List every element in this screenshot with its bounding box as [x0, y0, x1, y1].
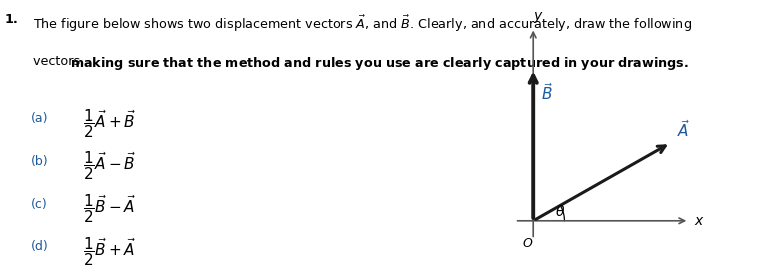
Text: (d): (d) — [32, 240, 49, 253]
Text: (c): (c) — [32, 198, 48, 211]
Text: $y$: $y$ — [533, 10, 544, 25]
Text: $\mathbf{making\ sure\ that\ the\ method\ and\ rules\ you\ use\ are\ clearly\ ca: $\mathbf{making\ sure\ that\ the\ method… — [71, 55, 690, 72]
Text: $\theta$: $\theta$ — [554, 204, 565, 219]
Text: $\dfrac{1}{2}\vec{B}+\vec{A}$: $\dfrac{1}{2}\vec{B}+\vec{A}$ — [82, 235, 135, 267]
Text: $\dfrac{1}{2}\vec{B}-\vec{A}$: $\dfrac{1}{2}\vec{B}-\vec{A}$ — [82, 192, 135, 225]
Text: $\dfrac{1}{2}\vec{A}+\vec{B}$: $\dfrac{1}{2}\vec{A}+\vec{B}$ — [82, 107, 135, 140]
Text: $O$: $O$ — [521, 237, 533, 250]
Text: $x$: $x$ — [694, 214, 705, 228]
Text: The figure below shows two displacement vectors $\vec{A}$, and $\vec{B}$. Clearl: The figure below shows two displacement … — [34, 13, 693, 34]
Text: $\mathbf{1.}$: $\mathbf{1.}$ — [5, 13, 18, 26]
Text: vectors,: vectors, — [34, 55, 89, 68]
Text: (b): (b) — [32, 155, 49, 168]
Text: $\dfrac{1}{2}\vec{A}-\vec{B}$: $\dfrac{1}{2}\vec{A}-\vec{B}$ — [82, 150, 135, 182]
Text: $\vec{B}$: $\vec{B}$ — [541, 82, 553, 103]
Text: $\vec{A}$: $\vec{A}$ — [677, 119, 690, 140]
Text: (a): (a) — [32, 112, 48, 125]
